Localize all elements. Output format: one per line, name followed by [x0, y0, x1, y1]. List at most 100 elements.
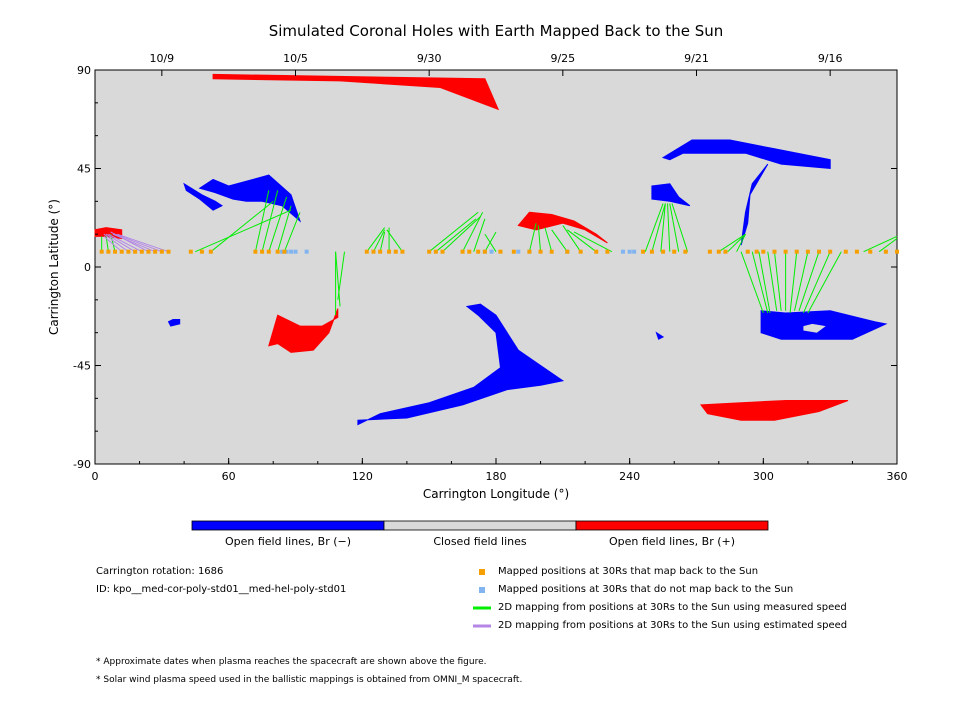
chart-title: Simulated Coronal Holes with Earth Mappe…: [269, 22, 724, 40]
coronal-hole-positive-4: [517, 211, 608, 244]
mapped-point: [113, 249, 118, 254]
mapped-point: [723, 249, 728, 254]
measured-mapping-line: [551, 229, 568, 252]
mapped-point: [427, 249, 432, 254]
y-tick-label: 90: [77, 64, 91, 77]
mapped-point: [139, 249, 144, 254]
unmapped-point: [627, 249, 632, 254]
coronal-hole-negative-5: [651, 183, 691, 207]
measured-mapping-line: [863, 235, 898, 253]
mapped-point: [549, 249, 554, 254]
colorbar-closed: [383, 520, 577, 531]
date-tick-label: 10/5: [283, 52, 308, 65]
axes: 0 60 120 180 240 300 360 90 45 0 -45 -90 10/9 10/5 9/3…: [73, 52, 907, 483]
coronal-hole-negative-10: [357, 303, 565, 426]
carrington-rotation: Carrington rotation: 1686: [96, 566, 224, 577]
estimated-mapping-line: [112, 233, 156, 253]
unmapped-point: [489, 249, 494, 254]
measured-mapping-line: [736, 233, 746, 252]
mapped-point: [387, 249, 392, 254]
estimated-mapping-line: [103, 233, 129, 253]
legend-measured: 2D mapping from positions at 30Rs to the…: [498, 602, 847, 613]
mapped-point: [828, 249, 833, 254]
mapped-point: [716, 249, 721, 254]
colorbar-label-closed: Closed field lines: [433, 535, 527, 548]
coronal-hole-positive-11: [700, 400, 849, 421]
colorbar-negative: [191, 520, 385, 531]
measured-mapping-line: [878, 238, 898, 253]
measured-mapping-line: [651, 203, 666, 252]
measured-mapping-line: [758, 251, 771, 314]
measured-mapping-line: [667, 203, 671, 252]
mapped-point: [498, 249, 503, 254]
mapped-point: [364, 249, 369, 254]
mapped-point: [275, 249, 280, 254]
coronal-hole-negative-1: [198, 174, 302, 223]
mapped-point: [843, 249, 848, 254]
mapped-point: [260, 249, 265, 254]
mapped-points: [99, 249, 899, 254]
x-tick-label: 0: [92, 470, 99, 483]
y-tick-label: -45: [73, 360, 91, 373]
measured-mapping-line: [798, 251, 820, 311]
measured-mapping-line: [669, 203, 680, 252]
mapped-point: [605, 249, 610, 254]
colorbar-positive: [575, 520, 769, 531]
coronal-hole-negative-2: [183, 182, 224, 211]
measured-mapping-line: [802, 251, 831, 314]
mapped-point: [467, 249, 472, 254]
mapped-point: [641, 249, 646, 254]
closed-field-island: [803, 323, 826, 333]
mapped-point: [159, 249, 164, 254]
measured-mapping-line: [767, 251, 778, 311]
estimated-mapping-line: [105, 233, 136, 253]
mapped-point: [400, 249, 405, 254]
mapped-point: [761, 249, 766, 254]
measured-mapping-line: [644, 203, 664, 252]
coronal-hole-negative-7: [740, 163, 769, 246]
measured-mapping-line: [660, 203, 666, 252]
mapped-point: [371, 249, 376, 254]
mapped-point: [895, 249, 899, 254]
mapped-point: [433, 249, 438, 254]
measured-mapping-line: [435, 218, 477, 253]
mapped-point: [745, 249, 750, 254]
measured-mapping-line: [337, 251, 346, 300]
measured-mapping-line: [428, 211, 479, 253]
unmapped-point: [620, 249, 625, 254]
measured-mapping-line: [484, 233, 497, 252]
mapped-point: [783, 249, 788, 254]
coronal-hole-positive-3: [94, 227, 123, 240]
measured-mapping-line: [528, 223, 537, 252]
estimated-mapping-line: [114, 233, 163, 253]
coronal-hole-negative-8: [760, 310, 888, 340]
measured-mapping-line: [261, 190, 279, 252]
mapped-point: [883, 249, 888, 254]
legend-mapped-swatch: [479, 569, 485, 575]
measured-mapping-line: [484, 231, 497, 252]
mapped-point: [482, 249, 487, 254]
date-tick-label: 9/30: [417, 52, 442, 65]
mapped-point: [772, 249, 777, 254]
unmapped-point: [293, 249, 298, 254]
mapped-point: [661, 249, 666, 254]
mapped-point: [440, 249, 445, 254]
y-tick-label: -90: [73, 458, 91, 471]
mapped-point: [378, 249, 383, 254]
x-axis-label: Carrington Longitude (°): [423, 487, 569, 501]
measured-mapping-line: [268, 196, 288, 252]
mapped-point: [538, 249, 543, 254]
mapped-point: [754, 249, 759, 254]
measured-mapping-line: [566, 229, 597, 253]
mapped-point: [153, 249, 158, 254]
measured-mapping-line: [386, 229, 403, 252]
model-id: ID: kpo__med-cor-poly-std01__med-hel-pol…: [96, 584, 347, 595]
coronal-hole-negative-6: [661, 139, 831, 170]
y-tick-label: 45: [77, 163, 91, 176]
measured-mapping-line: [210, 200, 274, 253]
y-axis-label: Carrington Latitude (°): [47, 199, 61, 335]
coronal-hole-negative-12: [167, 319, 181, 327]
coronal-hole-positive-9: [268, 308, 339, 353]
mapped-point: [460, 249, 465, 254]
